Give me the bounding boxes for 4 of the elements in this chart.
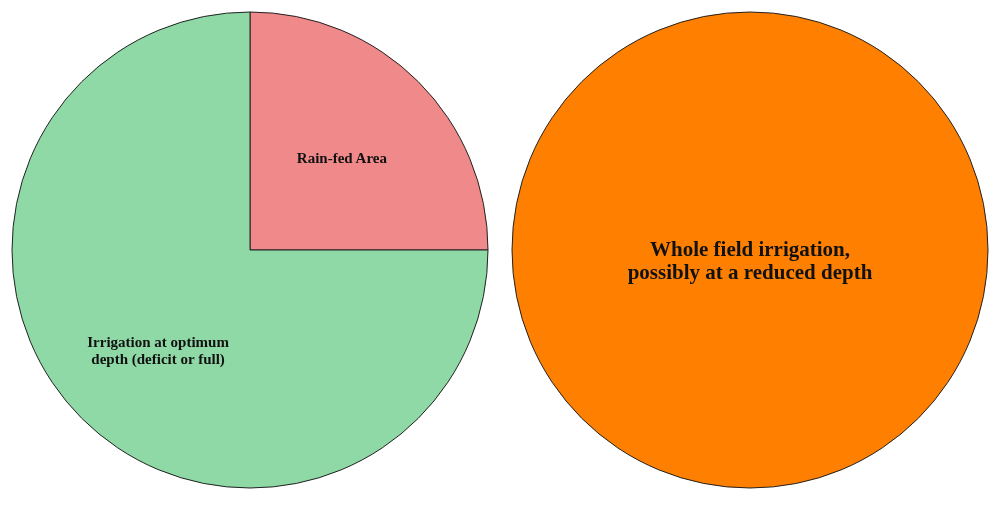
slice-label: Rain-fed Area: [296, 150, 388, 167]
slice-label: Whole field irrigation, possibly at a reduced depth: [627, 237, 873, 284]
slice-label: Irrigation at optimum depth (deficit or full): [87, 333, 230, 368]
pie-slice: [11, 11, 489, 489]
